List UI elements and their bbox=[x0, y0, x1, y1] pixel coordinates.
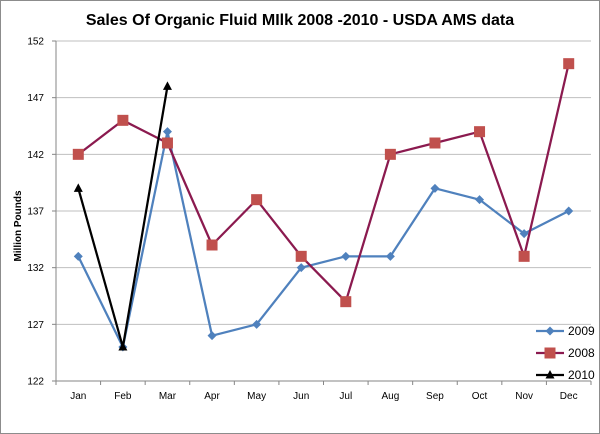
x-tick-label: Sep bbox=[426, 391, 444, 402]
x-tick-label: Feb bbox=[114, 391, 132, 402]
y-tick-label: 132 bbox=[27, 263, 44, 274]
data-point-2008 bbox=[340, 296, 352, 308]
data-point-2009 bbox=[519, 229, 529, 239]
data-point-2008 bbox=[72, 148, 84, 160]
data-point-2008 bbox=[563, 58, 575, 70]
legend-item-2009: 2009 bbox=[536, 324, 595, 338]
data-point-2009 bbox=[207, 331, 217, 341]
data-point-2009 bbox=[341, 251, 351, 261]
series-2008 bbox=[72, 58, 575, 308]
series-line-2008 bbox=[77, 63, 570, 303]
legend-marker bbox=[544, 347, 556, 359]
x-tick-label: Mar bbox=[159, 391, 177, 402]
legend-marker bbox=[545, 326, 555, 336]
data-point-2009 bbox=[162, 127, 172, 137]
data-point-2009 bbox=[73, 251, 83, 261]
y-tick-label: 122 bbox=[27, 377, 44, 388]
x-tick-label: Apr bbox=[204, 391, 220, 402]
data-point-2008 bbox=[384, 148, 396, 160]
data-point-2008 bbox=[206, 239, 218, 251]
x-tick-label: Dec bbox=[560, 391, 578, 402]
data-point-2008 bbox=[161, 137, 173, 149]
y-tick-label: 142 bbox=[27, 150, 44, 161]
legend-item-2008: 2008 bbox=[536, 346, 595, 360]
axes: 122 127 132 137 142 147 152 Jan Feb Mar Apr May Jun J… bbox=[27, 37, 592, 402]
x-tick-label: Jan bbox=[70, 391, 86, 402]
data-point-2009 bbox=[385, 251, 395, 261]
legend: 2009 2008 2010 bbox=[536, 324, 595, 382]
data-point-2009 bbox=[296, 263, 306, 273]
data-point-2010 bbox=[118, 342, 128, 351]
legend-marker bbox=[545, 370, 555, 379]
series-2009 bbox=[73, 127, 574, 352]
data-point-2009 bbox=[252, 319, 262, 329]
x-tick-label: Jul bbox=[339, 391, 352, 402]
data-point-2008 bbox=[117, 114, 129, 126]
data-point-2009 bbox=[475, 195, 485, 205]
series-line-2009 bbox=[77, 130, 570, 349]
y-tick-label: 147 bbox=[27, 93, 44, 104]
data-point-2009 bbox=[564, 206, 574, 216]
data-point-2008 bbox=[474, 126, 486, 138]
data-point-2008 bbox=[295, 250, 307, 262]
x-tick-label: May bbox=[247, 391, 266, 402]
legend-label: 2009 bbox=[568, 324, 595, 338]
data-point-2008 bbox=[251, 194, 263, 206]
y-tick-label: 152 bbox=[27, 37, 44, 48]
x-tick-label: Nov bbox=[515, 391, 533, 402]
y-tick-label: 137 bbox=[27, 207, 44, 218]
data-point-2008 bbox=[518, 250, 530, 262]
y-axis-label: Million Pounds bbox=[13, 190, 24, 262]
data-point-2008 bbox=[429, 137, 441, 149]
series-2010 bbox=[73, 81, 172, 351]
legend-item-2010: 2010 bbox=[536, 368, 595, 382]
chart-title: Sales Of Organic Fluid MIlk 2008 -2010 -… bbox=[86, 12, 514, 29]
data-point-2009 bbox=[430, 183, 440, 193]
y-tick-label: 127 bbox=[27, 320, 44, 331]
data-point-2010 bbox=[162, 81, 172, 90]
x-tick-label: Oct bbox=[472, 391, 488, 402]
x-tick-label: Jun bbox=[293, 391, 309, 402]
legend-label: 2010 bbox=[568, 368, 595, 382]
series-group bbox=[72, 58, 575, 352]
legend-label: 2008 bbox=[568, 346, 595, 360]
data-point-2010 bbox=[73, 183, 83, 192]
x-tick-label: Aug bbox=[381, 391, 399, 402]
